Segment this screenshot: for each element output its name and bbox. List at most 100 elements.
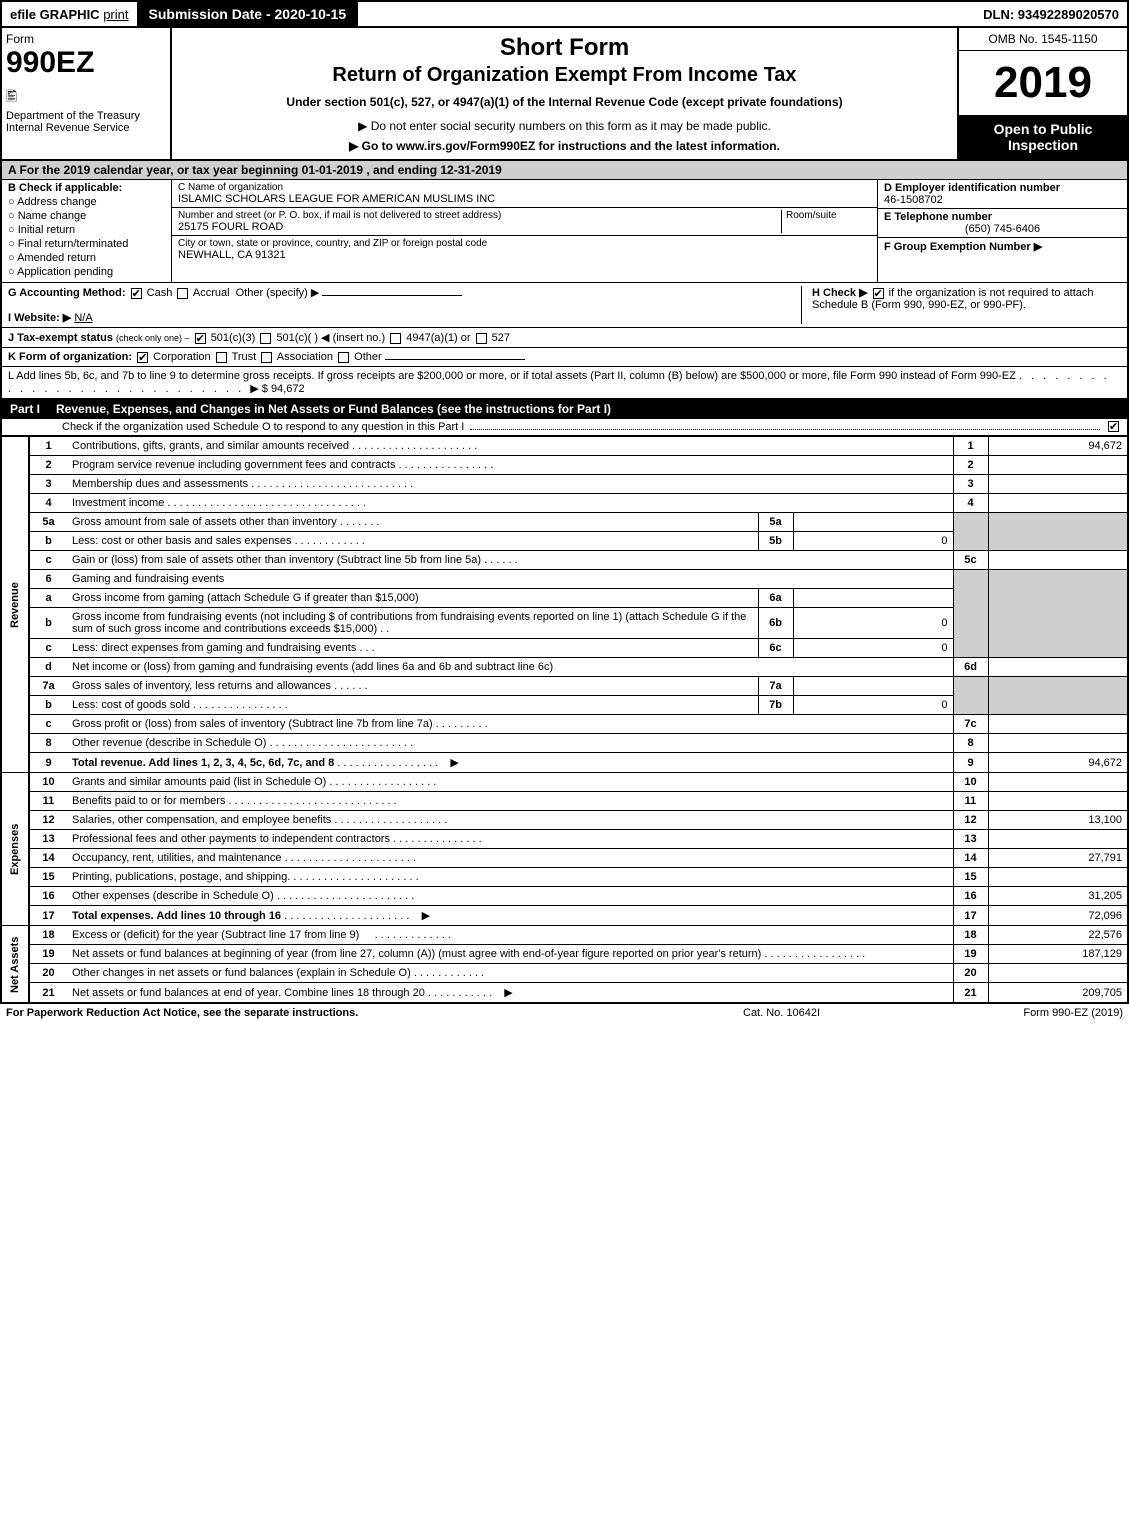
line-1-ln: 1 <box>953 437 988 456</box>
line-17-ln: 17 <box>953 906 988 926</box>
line-7a-desc: Gross sales of inventory, less returns a… <box>72 680 331 692</box>
line-4-ln: 4 <box>953 494 988 513</box>
part1-label: Part I <box>10 402 56 416</box>
chk-name-change[interactable]: Name change <box>8 210 165 222</box>
subtitle-goto-link[interactable]: ▶ Go to www.irs.gov/Form990EZ for instru… <box>182 139 947 153</box>
line-12-desc: Salaries, other compensation, and employ… <box>72 814 331 826</box>
chk-address-change[interactable]: Address change <box>8 196 165 208</box>
line-14-desc: Occupancy, rent, utilities, and maintena… <box>72 852 282 864</box>
f-group-label: F Group Exemption Number ▶ <box>884 241 1042 253</box>
chk-assoc[interactable] <box>261 352 272 363</box>
line-6a-sv <box>793 589 953 608</box>
line-5c-val <box>988 551 1128 570</box>
title-short-form: Short Form <box>182 34 947 62</box>
block-c-org-info: C Name of organization ISLAMIC SCHOLARS … <box>172 180 877 282</box>
chk-h[interactable] <box>873 288 884 299</box>
chk-corp[interactable] <box>137 352 148 363</box>
k-other: Other <box>354 351 382 363</box>
line-6-desc: Gaming and fundraising events <box>72 573 224 585</box>
line-8-num: 8 <box>29 734 67 753</box>
chk-schedule-o[interactable] <box>1108 421 1119 432</box>
chk-501c3[interactable] <box>195 333 206 344</box>
h-block: H Check ▶ if the organization is not req… <box>801 286 1121 324</box>
omb-number: OMB No. 1545-1150 <box>959 28 1127 51</box>
chk-trust[interactable] <box>216 352 227 363</box>
print-link[interactable]: print <box>103 7 128 22</box>
form-header: Form 990EZ 🖺 Department of the Treasury … <box>0 28 1129 161</box>
line-5a-num: 5a <box>29 513 67 532</box>
line-9-desc: Total revenue. Add lines 1, 2, 3, 4, 5c,… <box>72 757 334 769</box>
line-20-num: 20 <box>29 964 67 983</box>
line-5c-ln: 5c <box>953 551 988 570</box>
chk-501c[interactable] <box>260 333 271 344</box>
line-5a-desc: Gross amount from sale of assets other t… <box>72 516 337 528</box>
line-3-num: 3 <box>29 475 67 494</box>
e-phone-label: E Telephone number <box>884 211 992 223</box>
k-corp: Corporation <box>153 351 210 363</box>
side-expenses: Expenses <box>1 773 29 926</box>
line-3-ln: 3 <box>953 475 988 494</box>
line-7c-num: c <box>29 715 67 734</box>
line-6a-sn: 6a <box>758 589 793 608</box>
line-6a-num: a <box>29 589 67 608</box>
line-17-num: 17 <box>29 906 67 926</box>
line-7b-sv: 0 <box>793 696 953 715</box>
line-13-val <box>988 830 1128 849</box>
block-d-identifiers: D Employer identification number 46-1508… <box>877 180 1127 282</box>
line-6b-desc: Gross income from fundraising events (no… <box>72 611 746 635</box>
chk-other[interactable] <box>338 352 349 363</box>
e-phone-value: (650) 745-6406 <box>884 223 1121 235</box>
side-revenue: Revenue <box>1 437 29 773</box>
subtitle-ssn-notice: ▶ Do not enter social security numbers o… <box>182 119 947 133</box>
line-7a-num: 7a <box>29 677 67 696</box>
j-label: J Tax-exempt status <box>8 332 113 344</box>
line-6b-sv: 0 <box>793 608 953 639</box>
j-4947: 4947(a)(1) or <box>406 332 470 344</box>
row-a-tax-year: A For the 2019 calendar year, or tax yea… <box>0 161 1129 180</box>
d-ein-label: D Employer identification number <box>884 182 1060 194</box>
tax-year: 2019 <box>959 51 1127 115</box>
line-6c-desc: Less: direct expenses from gaming and fu… <box>72 642 356 654</box>
line-6-num: 6 <box>29 570 67 589</box>
line-12-val: 13,100 <box>988 811 1128 830</box>
chk-527[interactable] <box>476 333 487 344</box>
line-6d-desc: Net income or (loss) from gaming and fun… <box>72 661 553 673</box>
chk-final-return[interactable]: Final return/terminated <box>8 238 165 250</box>
line-19-val: 187,129 <box>988 945 1128 964</box>
block-bcd: B Check if applicable: Address change Na… <box>0 180 1129 283</box>
chk-cash[interactable] <box>131 288 142 299</box>
line-18-num: 18 <box>29 926 67 945</box>
line-8-desc: Other revenue (describe in Schedule O) <box>72 737 266 749</box>
chk-amended-return[interactable]: Amended return <box>8 252 165 264</box>
line-14-num: 14 <box>29 849 67 868</box>
line-20-val <box>988 964 1128 983</box>
irs-label: Internal Revenue Service <box>6 122 166 134</box>
line-19-ln: 19 <box>953 945 988 964</box>
title-return: Return of Organization Exempt From Incom… <box>182 64 947 87</box>
chk-initial-return[interactable]: Initial return <box>8 224 165 236</box>
line-1-num: 1 <box>29 437 67 456</box>
header-center: Short Form Return of Organization Exempt… <box>172 28 957 159</box>
line-4-num: 4 <box>29 494 67 513</box>
chk-accrual[interactable] <box>177 288 188 299</box>
form-number: 990EZ <box>6 46 166 80</box>
line-6b-num: b <box>29 608 67 639</box>
line-5a-sn: 5a <box>758 513 793 532</box>
line-12-num: 12 <box>29 811 67 830</box>
block-b-checkboxes: B Check if applicable: Address change Na… <box>2 180 172 282</box>
line-13-desc: Professional fees and other payments to … <box>72 833 390 845</box>
chk-application-pending[interactable]: Application pending <box>8 266 165 278</box>
org-street: 25175 FOURL ROAD <box>178 221 781 233</box>
line-7b-desc: Less: cost of goods sold <box>72 699 190 711</box>
open-to-public: Open to Public Inspection <box>959 115 1127 159</box>
line-15-val <box>988 868 1128 887</box>
line-2-num: 2 <box>29 456 67 475</box>
line-6c-num: c <box>29 639 67 658</box>
line-6c-sv: 0 <box>793 639 953 658</box>
line-19-desc: Net assets or fund balances at beginning… <box>72 948 761 960</box>
g-other: Other (specify) ▶ <box>236 287 320 299</box>
org-city: NEWHALL, CA 91321 <box>178 249 871 261</box>
line-17-desc: Total expenses. Add lines 10 through 16 <box>72 910 281 922</box>
line-16-val: 31,205 <box>988 887 1128 906</box>
chk-4947[interactable] <box>390 333 401 344</box>
